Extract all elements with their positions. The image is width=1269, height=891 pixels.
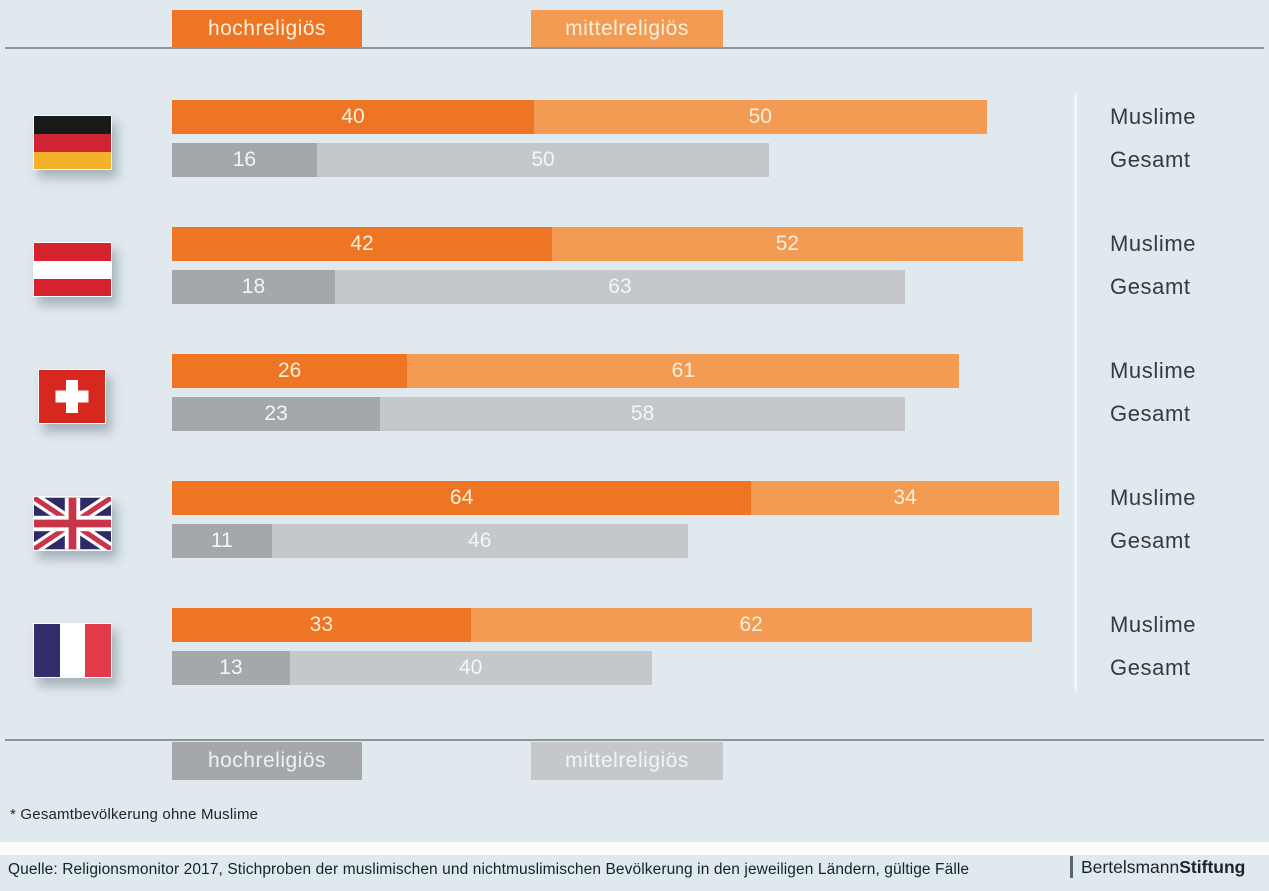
bar-segment-muslime-hochreligioes: 26 bbox=[172, 354, 408, 388]
row-label-gesamt: Gesamt bbox=[1110, 655, 1191, 680]
bar-muslime: 64 34 bbox=[172, 481, 1077, 515]
axis-100-divider bbox=[1074, 95, 1077, 691]
bertelsmann-stiftung-logo: Bertelsmann Stiftung bbox=[1070, 856, 1245, 878]
bottom-rule bbox=[5, 739, 1264, 741]
row-label-muslime: Muslime bbox=[1110, 231, 1197, 256]
logo-bar-icon bbox=[1070, 856, 1073, 878]
logo-text-bold: Stiftung bbox=[1179, 856, 1246, 877]
top-rule bbox=[5, 47, 1264, 49]
bar-segment-muslime-mittelreligioes: 34 bbox=[751, 481, 1059, 515]
flag-ch-icon bbox=[38, 369, 106, 424]
separator-band bbox=[0, 842, 1269, 855]
bar-segment-muslime-mittelreligioes: 50 bbox=[534, 100, 987, 134]
bar-segment-muslime-mittelreligioes: 62 bbox=[470, 608, 1032, 642]
bar-segment-muslime-mittelreligioes: 61 bbox=[407, 354, 960, 388]
bar-segment-gesamt-mittelreligioes: 40 bbox=[289, 651, 652, 685]
bar-segment-muslime-hochreligioes: 64 bbox=[172, 481, 752, 515]
logo-text-regular: Bertelsmann bbox=[1081, 856, 1180, 877]
legend-top-hochreligioes: hochreligiös bbox=[172, 10, 362, 48]
flag-gb-icon bbox=[33, 496, 112, 551]
country-row-gb: 64 34 11 46 Muslime Gesamt bbox=[0, 481, 1269, 608]
flag-at-icon bbox=[33, 242, 112, 297]
row-label-muslime: Muslime bbox=[1110, 358, 1197, 383]
bar-segment-gesamt-hochreligioes: 13 bbox=[172, 651, 290, 685]
bar-muslime: 42 52 bbox=[172, 227, 1077, 261]
legend-bottom-mittelreligioes: mittelreligiös bbox=[531, 742, 723, 780]
country-row-ch: 26 61 23 58 Muslime Gesamt bbox=[0, 354, 1269, 481]
bar-segment-gesamt-hochreligioes: 16 bbox=[172, 143, 317, 177]
bar-segment-gesamt-mittelreligioes: 63 bbox=[334, 270, 906, 304]
legend-top-mittelreligioes: mittelreligiös bbox=[531, 10, 723, 48]
country-row-de: 40 50 16 50 Muslime Gesamt bbox=[0, 100, 1269, 227]
bar-gesamt: 16 50 bbox=[172, 143, 1077, 177]
bar-segment-gesamt-hochreligioes: 18 bbox=[172, 270, 335, 304]
flag-de-icon bbox=[33, 115, 112, 170]
bar-muslime: 33 62 bbox=[172, 608, 1077, 642]
bar-segment-gesamt-mittelreligioes: 58 bbox=[380, 397, 906, 431]
bar-gesamt: 18 63 bbox=[172, 270, 1077, 304]
bar-muslime: 26 61 bbox=[172, 354, 1077, 388]
bar-segment-muslime-hochreligioes: 33 bbox=[172, 608, 471, 642]
bar-segment-muslime-hochreligioes: 42 bbox=[172, 227, 553, 261]
bar-gesamt: 23 58 bbox=[172, 397, 1077, 431]
source-line: Quelle: Religionsmonitor 2017, Stichprob… bbox=[8, 861, 970, 878]
bar-segment-muslime-mittelreligioes: 52 bbox=[552, 227, 1023, 261]
bar-segment-gesamt-hochreligioes: 11 bbox=[172, 524, 272, 558]
row-label-gesamt: Gesamt bbox=[1110, 147, 1191, 172]
row-label-muslime: Muslime bbox=[1110, 485, 1197, 510]
bar-segment-gesamt-mittelreligioes: 50 bbox=[316, 143, 770, 177]
country-row-fr: 33 62 13 40 Muslime Gesamt bbox=[0, 608, 1269, 735]
bar-segment-muslime-hochreligioes: 40 bbox=[172, 100, 534, 134]
row-label-gesamt: Gesamt bbox=[1110, 528, 1191, 553]
row-label-gesamt: Gesamt bbox=[1110, 274, 1191, 299]
row-label-gesamt: Gesamt bbox=[1110, 401, 1191, 426]
row-label-muslime: Muslime bbox=[1110, 612, 1197, 637]
country-row-at: 42 52 18 63 Muslime Gesamt bbox=[0, 227, 1269, 354]
flag-fr-icon bbox=[33, 623, 112, 678]
bar-gesamt: 13 40 bbox=[172, 651, 1077, 685]
bar-muslime: 40 50 bbox=[172, 100, 1077, 134]
row-label-muslime: Muslime bbox=[1110, 104, 1197, 129]
bar-segment-gesamt-mittelreligioes: 46 bbox=[271, 524, 688, 558]
bar-gesamt: 11 46 bbox=[172, 524, 1077, 558]
bar-segment-gesamt-hochreligioes: 23 bbox=[172, 397, 381, 431]
chart-rows: 40 50 16 50 Muslime Gesamt 42 52 18 63 M… bbox=[0, 100, 1269, 735]
footnote: * Gesamtbevölkerung ohne Muslime bbox=[10, 806, 259, 823]
legend-bottom-hochreligioes: hochreligiös bbox=[172, 742, 362, 780]
